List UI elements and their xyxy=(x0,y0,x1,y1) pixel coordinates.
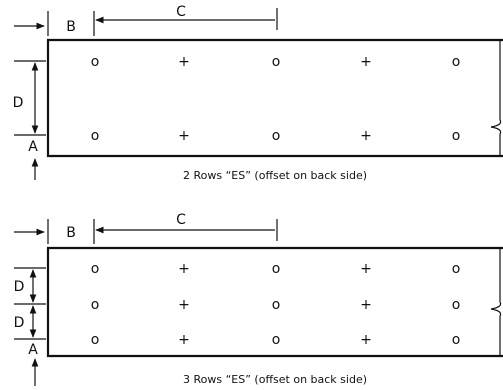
cross-marker: + xyxy=(178,54,190,70)
open-hole-marker: o xyxy=(272,261,281,277)
label-c: C xyxy=(176,4,186,20)
cross-marker: + xyxy=(178,128,190,144)
open-hole-marker: o xyxy=(272,332,281,348)
cross-marker: + xyxy=(360,128,372,144)
break-line xyxy=(490,40,502,156)
diagram-two-rows: B C D A o + o + o o + o + o 2 Rows “ES” … xyxy=(13,4,503,182)
member-outline xyxy=(46,38,503,158)
open-hole-marker: o xyxy=(452,128,461,144)
open-hole-marker: o xyxy=(91,54,100,70)
label-b: B xyxy=(66,225,76,241)
open-hole-marker: o xyxy=(91,261,100,277)
open-hole-marker: o xyxy=(272,297,281,313)
label-a: A xyxy=(28,342,38,358)
cross-marker: + xyxy=(360,332,372,348)
member-outline xyxy=(46,246,503,358)
diagram-caption: 2 Rows “ES” (offset on back side) xyxy=(183,169,367,182)
cross-marker: + xyxy=(360,54,372,70)
open-hole-marker: o xyxy=(452,297,461,313)
label-d: D xyxy=(13,95,24,111)
cross-marker: + xyxy=(360,297,372,313)
open-hole-marker: o xyxy=(272,128,281,144)
label-d: D xyxy=(14,279,25,295)
open-hole-marker: o xyxy=(91,332,100,348)
cross-marker: + xyxy=(178,297,190,313)
break-line xyxy=(490,248,502,356)
open-hole-marker: o xyxy=(452,54,461,70)
open-hole-marker: o xyxy=(452,332,461,348)
open-hole-marker: o xyxy=(452,261,461,277)
open-hole-marker: o xyxy=(91,128,100,144)
label-a: A xyxy=(28,139,38,155)
cross-marker: + xyxy=(178,261,190,277)
diagram-caption: 3 Rows “ES” (offset on back side) xyxy=(183,373,367,386)
diagram-three-rows: B C D D A o + o + o o + o + o o + o + o … xyxy=(14,212,503,386)
open-hole-marker: o xyxy=(272,54,281,70)
cross-marker: + xyxy=(360,261,372,277)
label-b: B xyxy=(66,19,76,35)
label-c: C xyxy=(176,212,186,228)
label-d: D xyxy=(14,315,25,331)
open-hole-marker: o xyxy=(91,297,100,313)
cross-marker: + xyxy=(178,332,190,348)
